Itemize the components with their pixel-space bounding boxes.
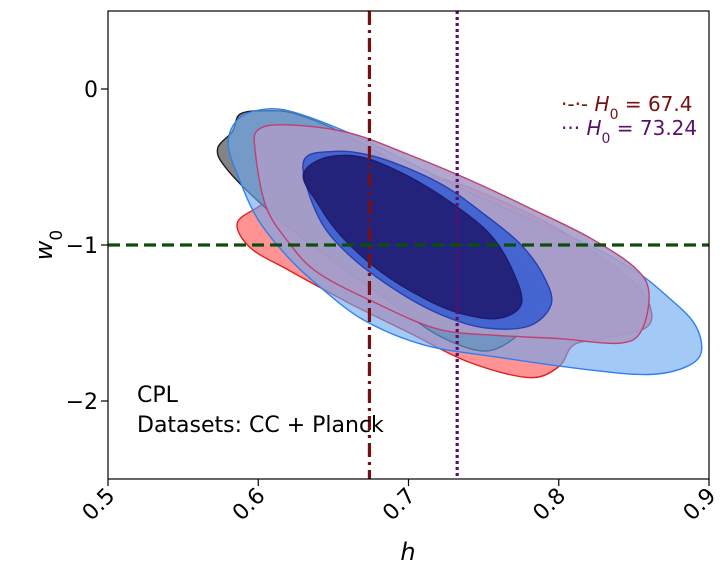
reference-lines xyxy=(108,11,709,479)
x-tick-label: 0.6 xyxy=(228,484,270,526)
confidence-contours xyxy=(216,108,703,379)
legend-entry-1: ··· H0 = 73.24 xyxy=(561,116,697,147)
legend-entry-0: ·-·- H0 = 67.4 xyxy=(561,92,693,123)
annotation-datasets: Datasets: CC + Planck xyxy=(137,413,384,438)
x-tick-label: 0.5 xyxy=(78,484,120,526)
x-axis-label: h xyxy=(400,538,415,566)
x-tick-label: 0.9 xyxy=(679,484,720,526)
legend: ·-·- H0 = 67.4··· H0 = 73.24 xyxy=(561,92,697,147)
y-tick-label: 0 xyxy=(84,78,98,103)
y-tick-label: −1 xyxy=(66,234,98,259)
annotation-model: CPL xyxy=(137,383,179,408)
y-tick-label: −2 xyxy=(66,390,98,415)
y-axis-label: w0 xyxy=(30,230,67,260)
x-tick-label: 0.7 xyxy=(378,484,420,526)
y-axis-ticks: 0 −1 −2 xyxy=(66,78,108,415)
x-axis-ticks: 0.5 0.6 0.7 0.8 0.9 xyxy=(78,479,720,526)
x-tick-label: 0.8 xyxy=(529,484,571,526)
